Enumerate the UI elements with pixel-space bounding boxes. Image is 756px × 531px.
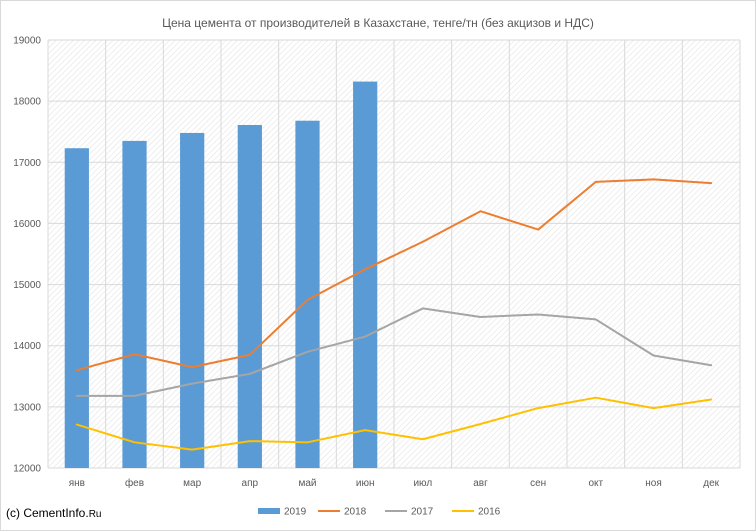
x-tick-label: авг xyxy=(473,478,488,489)
y-tick-label: 17000 xyxy=(13,158,41,169)
bar-2019-июн xyxy=(353,81,378,468)
y-tick-label: 18000 xyxy=(13,97,41,108)
line-2017 xyxy=(75,307,713,397)
y-tick-label: 12000 xyxy=(13,464,41,475)
x-tick-label: янв xyxy=(69,478,85,489)
y-axis: 12000 13000 14000 15000 16000 17000 18000 19000 xyxy=(13,36,41,475)
line-2018 xyxy=(75,178,713,372)
legend: 2019 2018 2017 2016 xyxy=(258,507,501,518)
x-tick-label: июн xyxy=(356,478,375,489)
legend-swatch-2019 xyxy=(258,508,280,514)
bar-2019-фев xyxy=(122,140,147,468)
bar-series xyxy=(64,81,378,469)
bar-2019-янв xyxy=(64,148,89,469)
x-axis: янв фев мар апр май июн июл авг сен окт ноя дек xyxy=(69,477,720,489)
y-tick-label: 19000 xyxy=(13,36,41,47)
y-tick-label: 14000 xyxy=(13,341,41,352)
x-tick-label: апр xyxy=(242,478,259,489)
y-tick-label: 13000 xyxy=(13,402,41,413)
x-tick-label: сен xyxy=(530,478,546,489)
x-tick-label: окт xyxy=(589,478,604,489)
line-2016 xyxy=(75,396,713,451)
x-tick-label: июл xyxy=(413,478,432,489)
bar-2019-мар xyxy=(180,132,205,469)
chart-title: Цена цемента от производителей в Казахст… xyxy=(162,16,594,30)
y-tick-label: 16000 xyxy=(13,219,41,230)
source-credit-suffix: Ru xyxy=(88,509,102,520)
legend-label-2016: 2016 xyxy=(478,507,501,518)
legend-label-2018: 2018 xyxy=(344,507,367,518)
x-tick-label: мар xyxy=(183,478,201,489)
x-tick-label: дек xyxy=(703,478,719,489)
gridlines xyxy=(47,39,741,469)
x-tick-label: ноя xyxy=(645,478,662,489)
y-tick-label: 15000 xyxy=(13,280,41,291)
source-credit-prefix: (c) CementInfo. xyxy=(6,506,89,520)
x-tick-label: фев xyxy=(125,477,144,489)
line-series xyxy=(75,178,713,451)
legend-label-2019: 2019 xyxy=(284,507,307,518)
bar-2019-май xyxy=(295,120,320,469)
source-credit: (c) CementInfo.Ru xyxy=(6,506,102,520)
bar-2019-апр xyxy=(237,124,262,468)
legend-label-2017: 2017 xyxy=(411,507,434,518)
x-tick-label: май xyxy=(298,478,316,489)
